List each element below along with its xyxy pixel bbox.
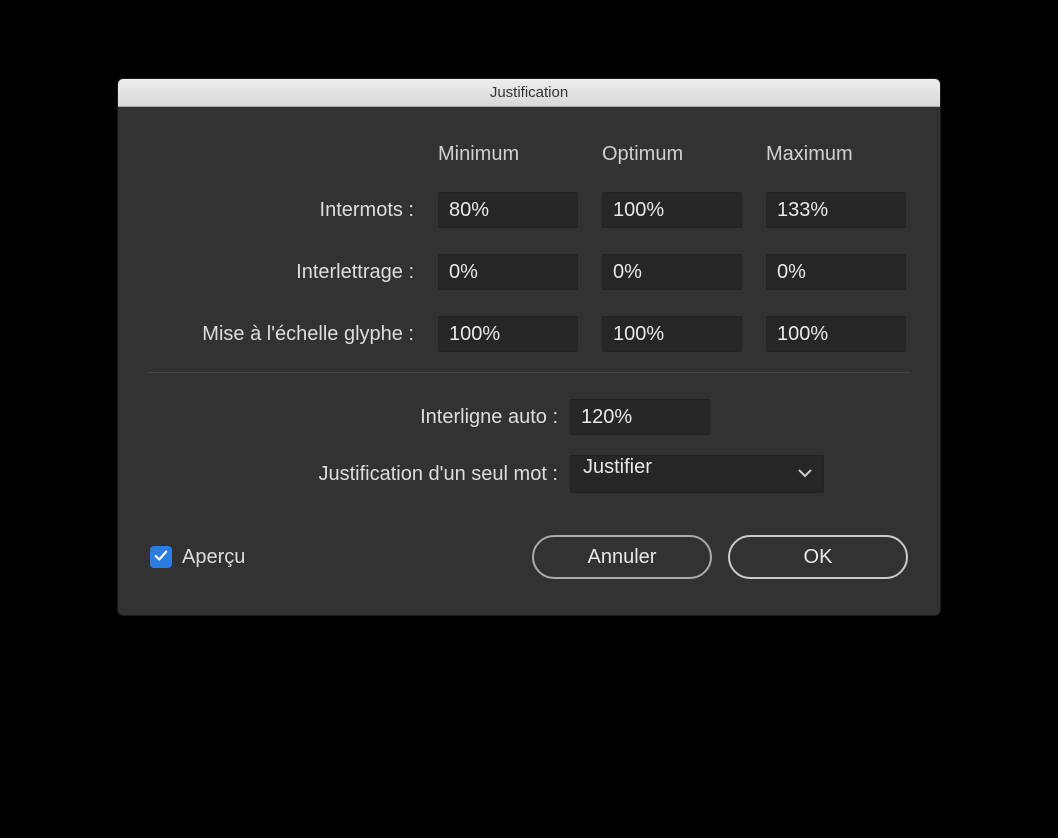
dialog-title: Justification [490,84,568,101]
ok-button[interactable]: OK [728,535,908,579]
dialog-footer: Aperçu Annuler OK [148,535,910,579]
intermots-label: Intermots : [148,199,414,222]
glyphe-max-input[interactable] [766,316,906,352]
single-word-label: Justification d'un seul mot : [148,463,558,486]
lower-rows: Interligne auto : Justification d'un seu… [148,399,910,493]
single-word-select[interactable]: Justifier [570,455,824,493]
column-header-maximum: Maximum [766,143,906,166]
interligne-auto-input[interactable] [570,399,710,435]
intermots-min-input[interactable] [438,192,578,228]
interlettrage-min-input[interactable] [438,254,578,290]
interlettrage-max-input[interactable] [766,254,906,290]
intermots-opt-input[interactable] [602,192,742,228]
justification-dialog: Justification Minimum Optimum Maximum In… [117,78,941,616]
check-icon [154,549,168,566]
titlebar: Justification [118,79,940,107]
intermots-max-input[interactable] [766,192,906,228]
button-group: Annuler OK [532,535,908,579]
preview-checkbox-wrap: Aperçu [150,546,245,569]
preview-label: Aperçu [182,546,245,569]
dialog-content: Minimum Optimum Maximum Intermots : Inte… [118,107,940,615]
interlettrage-opt-input[interactable] [602,254,742,290]
glyphe-opt-input[interactable] [602,316,742,352]
column-header-minimum: Minimum [438,143,578,166]
spacing-grid: Minimum Optimum Maximum Intermots : Inte… [148,143,910,352]
divider [148,372,910,373]
column-header-optimum: Optimum [602,143,742,166]
interlettrage-label: Interlettrage : [148,261,414,284]
preview-checkbox[interactable] [150,546,172,568]
single-word-select-wrap: Justifier [570,455,824,493]
glyphe-min-input[interactable] [438,316,578,352]
interligne-auto-label: Interligne auto : [148,406,558,429]
glyphe-label: Mise à l'échelle glyphe : [148,323,414,346]
cancel-button[interactable]: Annuler [532,535,712,579]
